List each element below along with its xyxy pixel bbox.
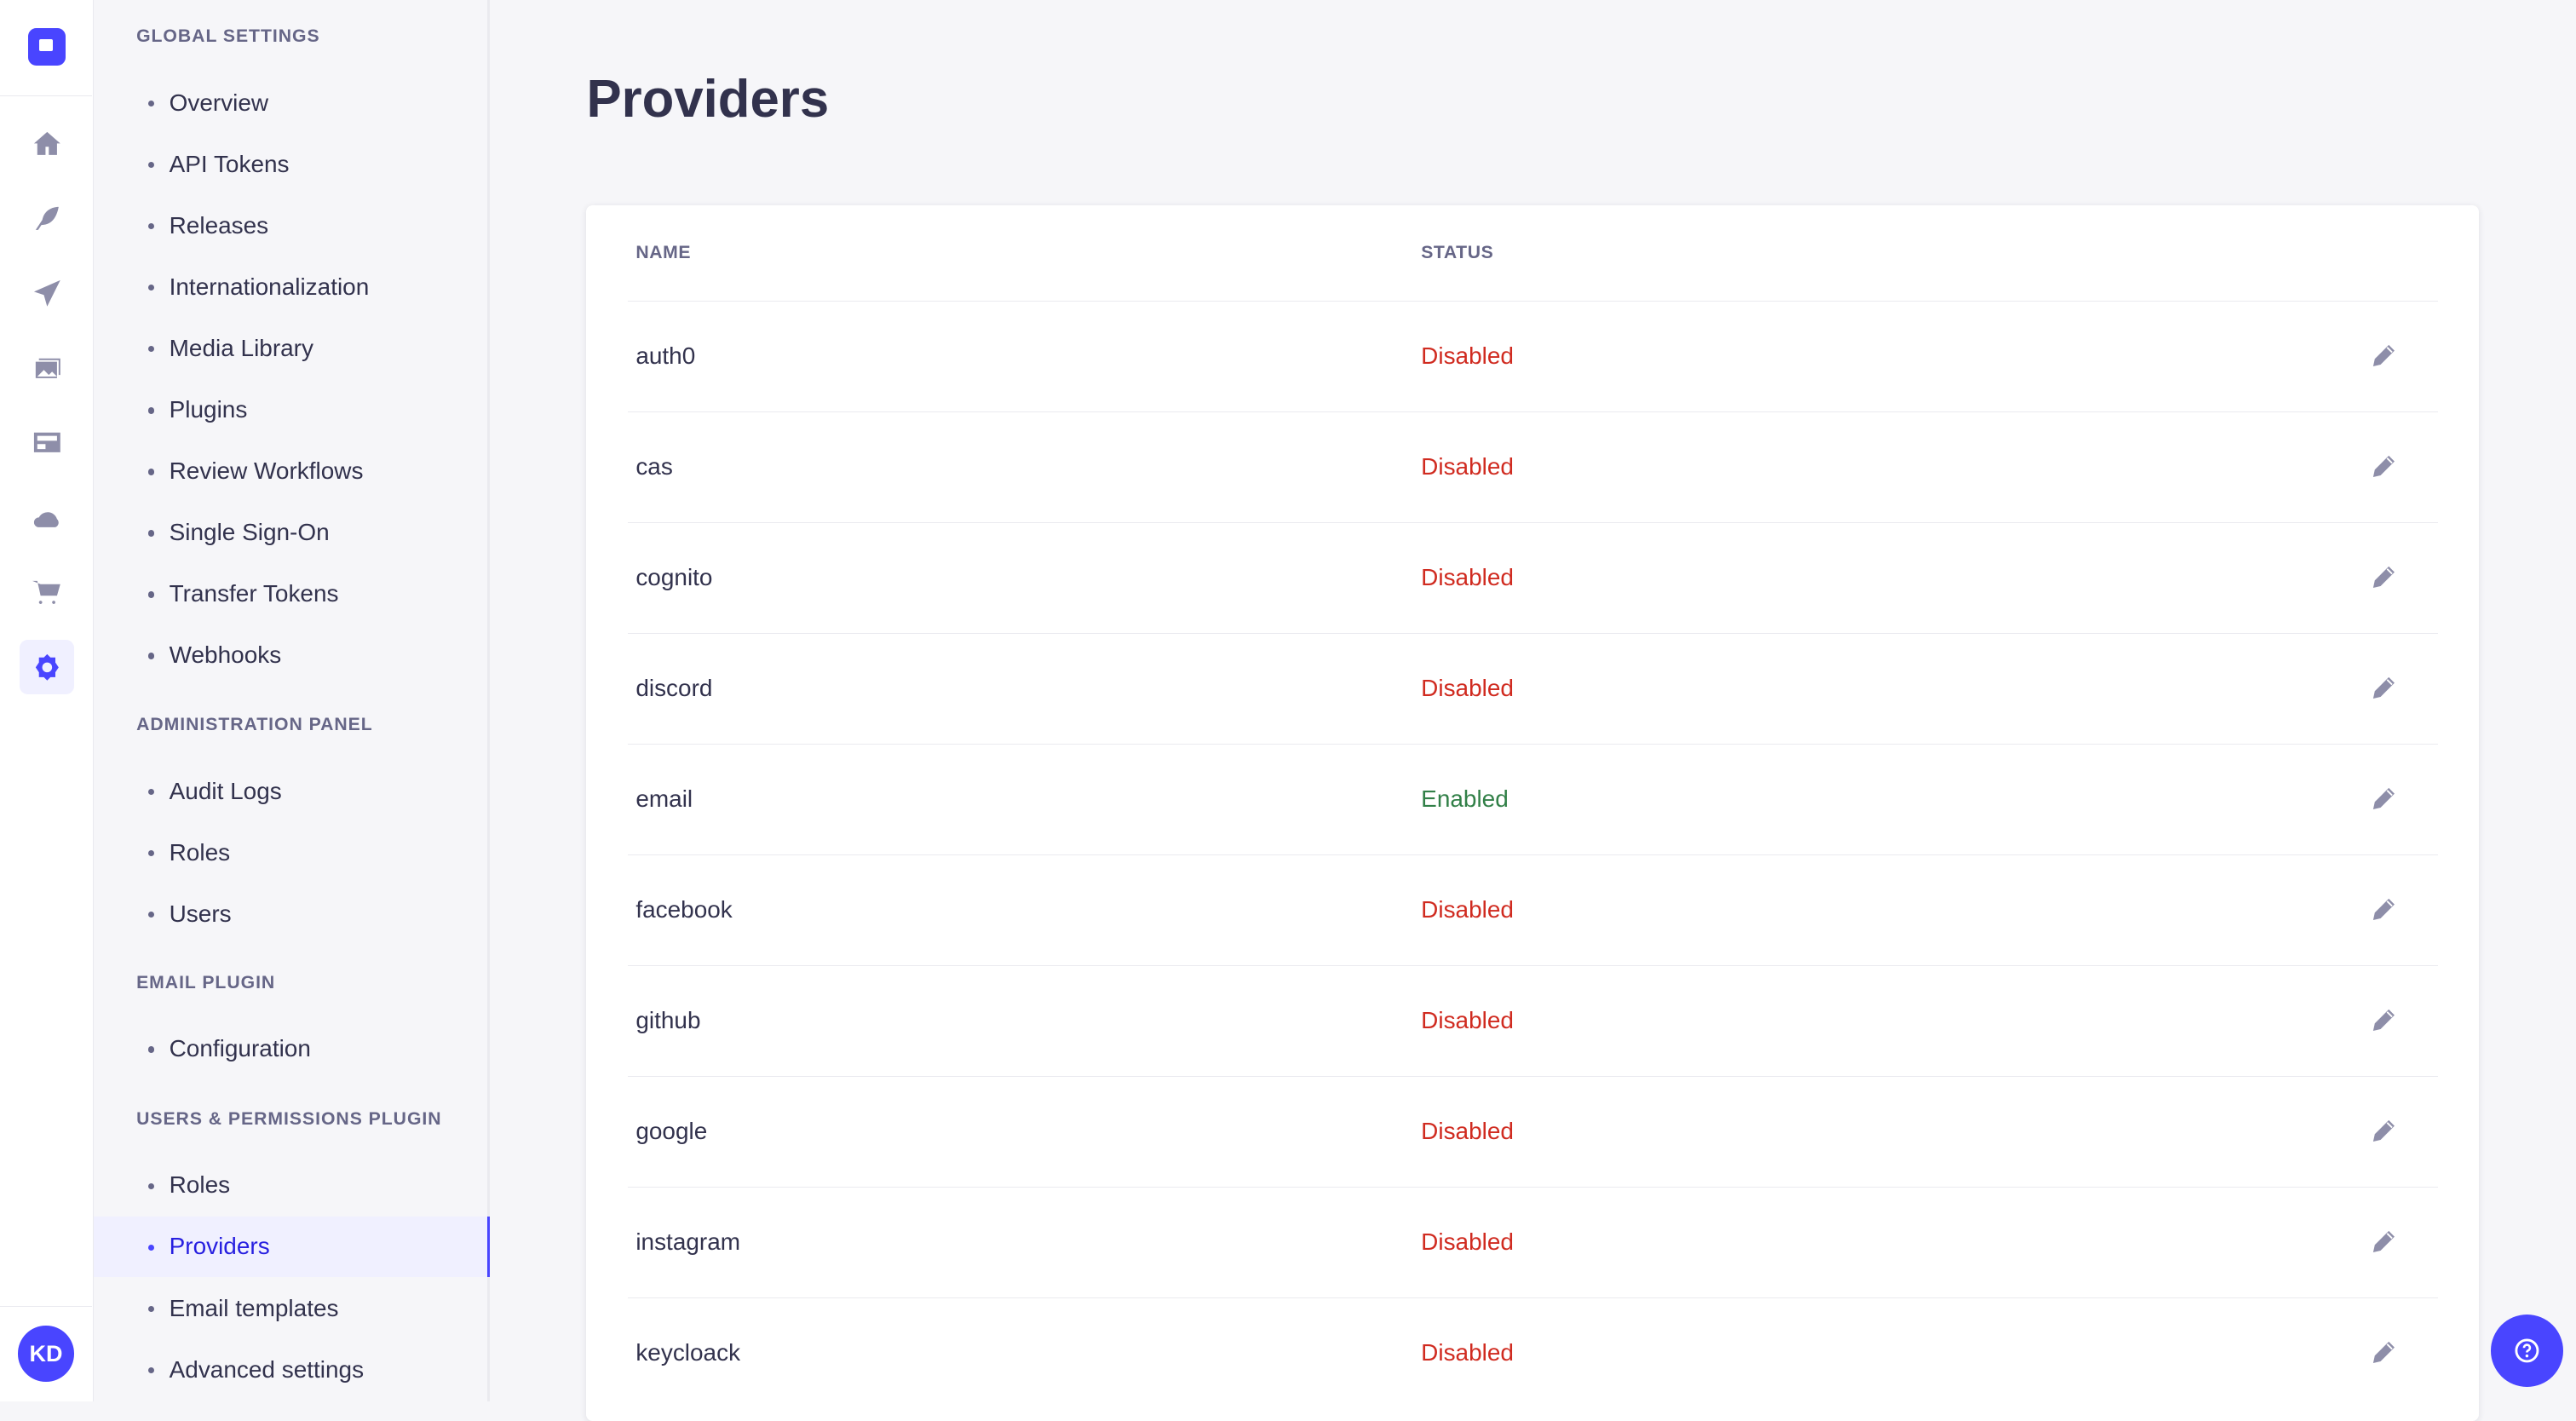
table-row[interactable]: github Disabled [627,964,2438,1076]
status-text: Disabled [1421,342,1514,370]
subnav-item-plugins[interactable]: Plugins [94,379,486,440]
table-row[interactable]: cas Disabled [627,411,2438,522]
pencil-icon[interactable] [2371,1118,2397,1144]
section-title: ADMINISTRATION PANEL [136,714,373,734]
subnav-item-overview[interactable]: Overview [94,72,486,133]
pencil-icon[interactable] [2371,1228,2397,1255]
subnav-item-audit-logs[interactable]: Audit Logs [94,761,486,821]
provider-name: auth0 [635,342,696,370]
deploy-icon [33,279,60,307]
subnav-item-roles[interactable]: Roles [94,822,486,883]
provider-name: discord [635,675,713,702]
page-title: Providers [586,69,830,129]
pencil-icon[interactable] [2371,342,2397,369]
provider-name: cas [635,453,673,480]
home-icon [33,132,60,156]
subnav-item-single-sign-on[interactable]: Single Sign-On [94,502,486,562]
nav-settings[interactable] [20,640,74,694]
settings-icon [35,653,59,681]
subnav-item-configuration[interactable]: Configuration [94,1019,486,1079]
provider-name: github [635,1007,701,1034]
subnav-item-releases[interactable]: Releases [94,195,486,256]
subnav-item-users[interactable]: Users [94,883,486,944]
status-text: Disabled [1421,1118,1514,1145]
pencil-icon[interactable] [2371,896,2397,923]
table-row[interactable]: facebook Disabled [627,854,2438,965]
provider-name: keycloack [635,1338,741,1366]
nav-media-library[interactable] [20,341,74,395]
table-row[interactable]: cognito Disabled [627,521,2438,633]
table-row[interactable]: instagram Disabled [627,1186,2438,1297]
divider [0,95,92,96]
settings-subnav: GLOBAL SETTINGS Overview API Tokens Release… [93,0,490,1402]
provider-name: facebook [635,896,733,923]
provider-name: instagram [635,1228,741,1255]
main-nav-rail: KD [0,0,94,1402]
providers-table: NAME STATUS auth0 Disabled cas Disabled … [586,205,2480,1421]
pencil-icon[interactable] [2371,675,2397,701]
nav-cloud[interactable] [20,491,74,545]
table-row[interactable]: auth0 Disabled [627,300,2438,411]
section-title: GLOBAL SETTINGS [136,26,320,46]
pencil-icon[interactable] [2371,1339,2397,1366]
subnav-item-internationalization[interactable]: Internationalization [94,256,486,317]
provider-name: cognito [635,564,713,591]
media-library-icon [35,358,60,378]
content-type-builder-icon [33,433,60,453]
subnav-item-email-templates[interactable]: Email templates [94,1278,486,1338]
subnav-item-roles[interactable]: Roles [94,1155,486,1216]
nav-content-manager[interactable] [20,192,74,246]
status-text: Disabled [1421,675,1514,702]
status-text: Disabled [1421,1007,1514,1034]
subnav-item-transfer-tokens[interactable]: Transfer Tokens [94,563,486,624]
subnav-item-advanced-settings[interactable]: Advanced settings [94,1339,486,1400]
help-button[interactable] [2490,1314,2563,1387]
nav-deploy[interactable] [20,266,74,320]
subnav-item-api-tokens[interactable]: API Tokens [94,134,486,194]
subnav-item-webhooks[interactable]: Webhooks [94,624,486,685]
nav-marketplace[interactable] [20,565,74,619]
marketplace-icon [32,580,60,604]
status-text: Enabled [1421,785,1509,813]
table-row[interactable]: google Disabled [627,1075,2438,1187]
status-text: Disabled [1421,1228,1514,1255]
column-header-status: STATUS [1421,243,1494,263]
cloud-icon [33,512,59,528]
help-icon [2515,1338,2539,1363]
provider-name: google [635,1118,708,1145]
column-header-name: NAME [635,243,692,263]
table-row[interactable]: keycloack Disabled [627,1297,2438,1408]
pencil-icon[interactable] [2371,564,2397,590]
nav-home[interactable] [20,117,74,171]
pencil-icon[interactable] [2371,1007,2397,1033]
subnav-item-media-library[interactable]: Media Library [94,318,486,378]
subnav-item-review-workflows[interactable]: Review Workflows [94,440,486,501]
status-text: Disabled [1421,1338,1514,1366]
pencil-icon[interactable] [2371,453,2397,480]
pencil-icon[interactable] [2371,785,2397,812]
divider [0,1306,92,1307]
content-manager-icon [35,206,59,230]
table-row[interactable]: email Enabled [627,743,2438,854]
strapi-logo[interactable] [27,27,66,66]
subnav-item-providers[interactable]: Providers [93,1216,490,1278]
nav-content-type-builder[interactable] [20,416,74,470]
status-text: Disabled [1421,896,1514,923]
status-text: Disabled [1421,453,1514,480]
section-title: EMAIL PLUGIN [136,972,276,992]
section-title: USERS & PERMISSIONS PLUGIN [136,1108,442,1129]
table-row[interactable]: discord Disabled [627,632,2438,744]
status-text: Disabled [1421,564,1514,591]
user-avatar[interactable]: KD [18,1326,74,1382]
provider-name: email [635,785,693,813]
